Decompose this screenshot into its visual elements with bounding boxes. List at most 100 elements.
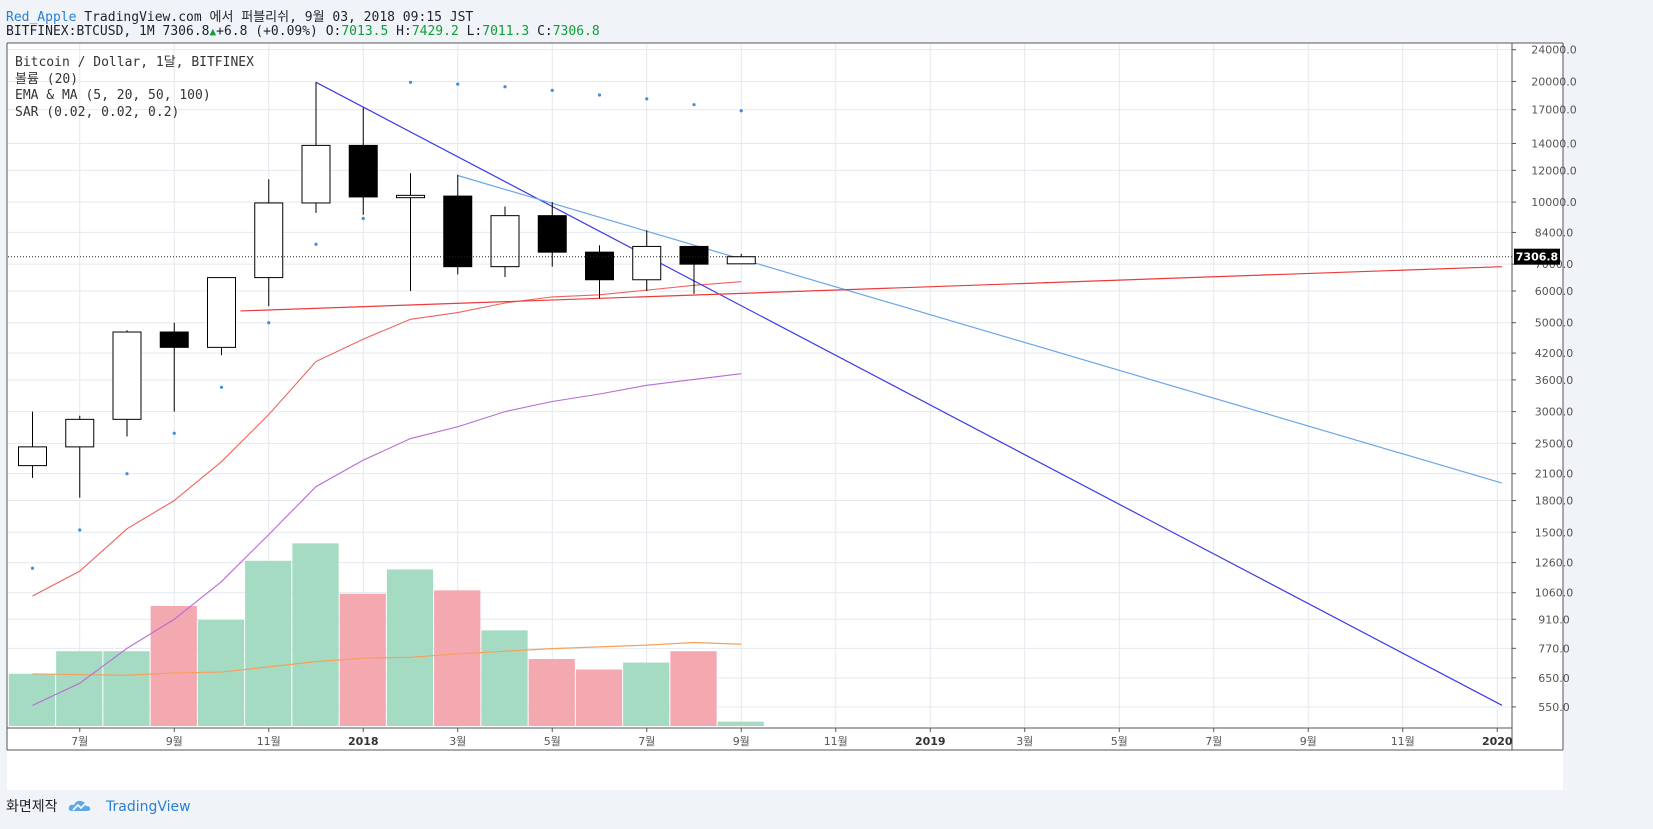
y-tick-label: 24000.0 [1531, 44, 1577, 57]
sar-dot [30, 566, 35, 570]
chart-legend: Bitcoin / Dollar, 1달, BITFINEX 볼륨 (20) E… [15, 55, 254, 121]
y-tick-label: 650.0 [1538, 672, 1570, 685]
candle [396, 173, 425, 291]
legend-sar[interactable]: SAR (0.02, 0.02, 0.2) [15, 104, 180, 120]
low-value: 7011.3 [482, 24, 530, 39]
candle [679, 245, 709, 294]
sar-dot [550, 88, 554, 92]
x-tick-label: 3월 [449, 735, 466, 748]
author-link[interactable]: Red_Apple [6, 10, 77, 25]
last-price-label: 7306.8 [1516, 251, 1558, 264]
volume-ma [32, 641, 742, 676]
trend-dark-blue [315, 81, 1503, 706]
trend-red [240, 266, 1502, 312]
candle [65, 415, 95, 498]
volume-bar [481, 630, 528, 726]
ma-line [32, 373, 742, 706]
candle [348, 107, 378, 215]
high-value: 7429.2 [411, 24, 459, 39]
legend-symbol[interactable]: Bitcoin / Dollar, 1달, BITFINEX [15, 55, 254, 70]
candle [159, 322, 189, 412]
volume-bar [56, 651, 103, 726]
y-tick-label: 910.0 [1538, 613, 1570, 626]
y-tick-label: 2500.0 [1535, 437, 1574, 450]
y-tick-label: 8400.0 [1535, 226, 1574, 239]
y-tick-label: 14000.0 [1531, 138, 1577, 151]
close-label: C: [537, 24, 553, 39]
candle-body [207, 277, 236, 348]
last-price-badge [1514, 248, 1560, 265]
volume-bar [670, 651, 717, 726]
sar-dot [645, 97, 649, 101]
volume-bar [103, 651, 150, 726]
x-tick-label: 5월 [544, 735, 561, 748]
y-tick-label: 17000.0 [1531, 104, 1577, 117]
y-tick-label: 3000.0 [1535, 406, 1574, 419]
x-tick-label: 2018 [348, 735, 379, 748]
trendlines[interactable] [240, 81, 1503, 706]
sar-dot [456, 82, 460, 86]
price-chart[interactable]: 24000.0 20000.0 17000.0 14000.0 12000.0 10000… [0, 0, 1653, 790]
x-tick-label: 3월 [1016, 735, 1033, 748]
sar-dot [125, 472, 129, 476]
candle [301, 82, 331, 213]
sar-dot [408, 80, 413, 84]
indicator-lines [32, 281, 742, 706]
candle-body [443, 195, 473, 268]
high-label: H: [396, 24, 412, 39]
candle [18, 411, 47, 478]
x-tick-label: 2020 [1482, 735, 1513, 748]
candle [254, 179, 284, 307]
published-text: TradingView.com 에서 퍼블리쉬, 9월 03, 2018 09:… [84, 10, 474, 25]
y-tick-label: 1800.0 [1535, 495, 1574, 508]
volume-bars [8, 543, 764, 726]
ohlc-line: BITFINEX:BTCUSD, 1M 7306.8▲+6.8 (+0.09%)… [6, 24, 600, 39]
volume-bar [292, 543, 339, 726]
candle-body [112, 331, 142, 420]
legend-volume[interactable]: 볼륨 (20) [15, 71, 79, 87]
y-tick-label: 1260.0 [1535, 557, 1574, 570]
y-tick-label: 12000.0 [1531, 164, 1577, 177]
y-tick-label: 550.0 [1538, 701, 1570, 714]
candle [490, 206, 520, 278]
candle-body [348, 144, 378, 198]
sar-dots [30, 80, 743, 570]
x-tick-label: 9월 [733, 735, 750, 748]
candle [207, 277, 236, 356]
y-tick-label: 1500.0 [1535, 526, 1574, 539]
candle [112, 330, 142, 437]
volume-bar [434, 590, 481, 726]
candle-body [18, 446, 47, 467]
candle [726, 253, 756, 265]
y-tick-label: 770.0 [1538, 642, 1570, 655]
open-value: 7013.5 [341, 24, 389, 39]
ema-line [32, 281, 742, 597]
axes: 24000.0 20000.0 17000.0 14000.0 12000.0 10000… [6, 42, 1577, 751]
candle-body [396, 194, 425, 199]
y-tick-label: 1060.0 [1535, 587, 1574, 600]
candle [632, 230, 662, 291]
sar-dot [78, 528, 82, 532]
x-tick-label: 9월 [1300, 735, 1317, 748]
close-value: 7306.8 [552, 24, 600, 39]
x-tick-label: 11월 [1391, 735, 1415, 748]
x-tick-label: 11월 [257, 735, 281, 748]
candle-body [254, 202, 284, 279]
x-tick-label: 7월 [1205, 735, 1222, 748]
volume-bar [575, 669, 623, 726]
low-label: L: [466, 24, 483, 39]
symbol-text: BITFINEX:BTCUSD, 1M 7306.8 [6, 24, 210, 39]
tradingview-brand[interactable]: TradingView [105, 799, 191, 815]
legend-ema-ma[interactable]: EMA & MA (5, 20, 50, 100) [15, 88, 211, 103]
candle-body [490, 215, 520, 268]
x-tick-label: 7월 [71, 735, 88, 748]
volume-bar [623, 662, 670, 726]
candles[interactable] [18, 82, 756, 498]
candle-body [537, 215, 567, 253]
volume-bar [245, 560, 292, 726]
x-tick-label: 11월 [824, 735, 848, 748]
volume-bar [386, 569, 434, 726]
volume-bar [8, 673, 56, 726]
x-tick-label: 5월 [1111, 735, 1128, 748]
sar-dot [219, 385, 224, 389]
